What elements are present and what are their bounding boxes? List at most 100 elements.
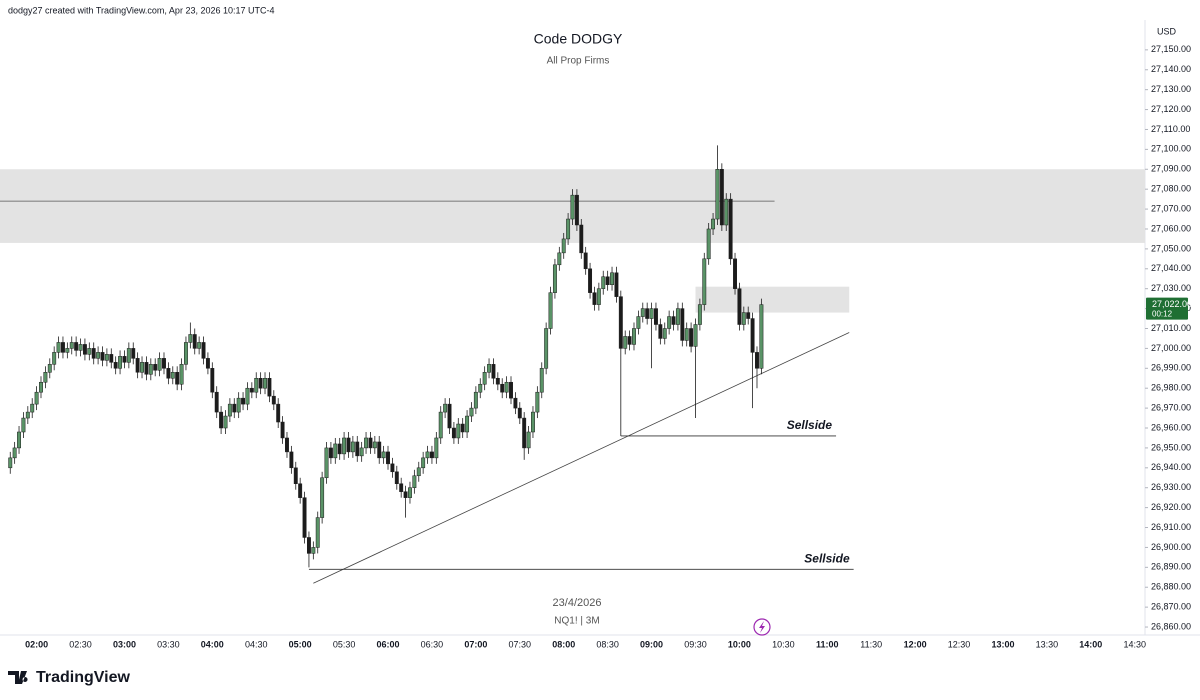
candle-body xyxy=(724,198,729,226)
candle-body xyxy=(570,194,575,220)
candle-body xyxy=(135,358,140,373)
candle-body xyxy=(469,407,474,417)
x-tick-label: 10:30 xyxy=(772,639,795,649)
candle-body xyxy=(254,378,259,393)
sellside-label: Sellside xyxy=(787,418,833,432)
brand-name: TradingView xyxy=(36,669,131,686)
candle-body xyxy=(517,407,522,419)
candle-body xyxy=(408,487,412,498)
candle-body xyxy=(109,354,114,363)
candle-body xyxy=(574,194,579,226)
brand-logo xyxy=(8,671,28,684)
candle-body xyxy=(711,218,716,230)
candle-body xyxy=(552,264,557,293)
y-tick-label: 27,040.00 xyxy=(1151,263,1191,273)
candle-body xyxy=(645,308,650,319)
y-tick-label: 26,940.00 xyxy=(1151,462,1191,472)
x-tick-label: 08:00 xyxy=(552,639,575,649)
candle-body xyxy=(539,368,544,393)
candle-body xyxy=(460,423,465,433)
candle-body xyxy=(241,397,246,405)
candle-body xyxy=(219,411,224,429)
x-tick-label: 04:00 xyxy=(201,639,224,649)
y-tick-label: 27,030.00 xyxy=(1151,283,1191,293)
candle-body xyxy=(693,324,698,347)
x-tick-label: 07:00 xyxy=(464,639,487,649)
y-tick-label: 26,920.00 xyxy=(1151,502,1191,512)
candle-body xyxy=(271,395,276,405)
candle-body xyxy=(487,364,491,373)
candle-body xyxy=(91,348,96,359)
candle-body xyxy=(706,228,711,260)
candle-body xyxy=(249,387,254,393)
candle-body xyxy=(386,451,390,465)
candle-body xyxy=(636,316,641,329)
y-tick-label: 27,140.00 xyxy=(1151,64,1191,74)
candle-body xyxy=(21,417,26,433)
candle-body xyxy=(56,342,61,353)
candle-body xyxy=(148,364,153,375)
candle-body xyxy=(201,342,206,359)
date-label: 23/4/2026 xyxy=(553,597,602,609)
x-tick-label: 06:30 xyxy=(421,639,444,649)
candle-body xyxy=(192,334,197,349)
header: dodgy27 created with TradingView.com, Ap… xyxy=(8,5,275,15)
candle-body xyxy=(245,387,250,405)
candle-body xyxy=(416,467,421,477)
candle-body xyxy=(592,292,597,305)
candle-body xyxy=(495,378,500,385)
candle-body xyxy=(280,421,285,439)
x-tick-label: 12:00 xyxy=(904,639,927,649)
candle-body xyxy=(548,292,553,329)
y-tick-label: 26,980.00 xyxy=(1151,383,1191,393)
candle-body xyxy=(473,391,478,409)
candle-body xyxy=(276,403,281,423)
candle-body xyxy=(368,437,373,449)
candle-body xyxy=(144,362,149,375)
candle-body xyxy=(531,411,535,433)
candle-body xyxy=(166,368,171,379)
candle-body xyxy=(131,348,136,359)
candle-body xyxy=(140,362,144,373)
y-tick-label: 27,060.00 xyxy=(1151,223,1191,233)
candle-body xyxy=(223,415,228,429)
candle-body xyxy=(465,415,470,433)
candle-body xyxy=(504,381,509,393)
y-tick-label: 27,110.00 xyxy=(1151,124,1190,134)
candle-body xyxy=(649,308,654,319)
x-tick-label: 14:30 xyxy=(1123,639,1146,649)
candle-body xyxy=(179,364,184,385)
candle-body xyxy=(394,471,399,484)
candle-body xyxy=(8,457,13,469)
candle-body xyxy=(350,441,355,453)
candle-body xyxy=(285,437,289,453)
candle-body xyxy=(759,304,764,369)
candle-body xyxy=(263,378,267,389)
candle-body xyxy=(293,467,298,484)
candle-body xyxy=(601,276,606,289)
candle-body xyxy=(377,441,382,459)
candle-body xyxy=(513,397,518,409)
candle-body xyxy=(324,447,329,479)
candle-body xyxy=(632,328,636,345)
candle-body xyxy=(443,403,448,413)
candle-body xyxy=(588,268,593,293)
candle-body xyxy=(451,427,456,439)
candle-body xyxy=(544,328,549,369)
x-tick-label: 14:00 xyxy=(1079,639,1102,649)
candle-body xyxy=(702,258,707,305)
candle-body xyxy=(302,497,307,538)
candle-body xyxy=(355,441,360,457)
x-tick-label: 02:30 xyxy=(69,639,92,649)
candle-body xyxy=(627,336,632,345)
candle-body xyxy=(715,169,720,220)
candle-body xyxy=(333,443,338,459)
y-tick-label: 27,120.00 xyxy=(1151,104,1191,114)
y-tick-label: 26,860.00 xyxy=(1151,621,1191,631)
candle-body xyxy=(113,362,118,369)
candle-body xyxy=(561,238,566,254)
y-tick-label: 26,910.00 xyxy=(1151,522,1191,532)
candle-body xyxy=(535,391,540,413)
candle-body xyxy=(522,417,527,449)
candle-body xyxy=(403,491,408,498)
